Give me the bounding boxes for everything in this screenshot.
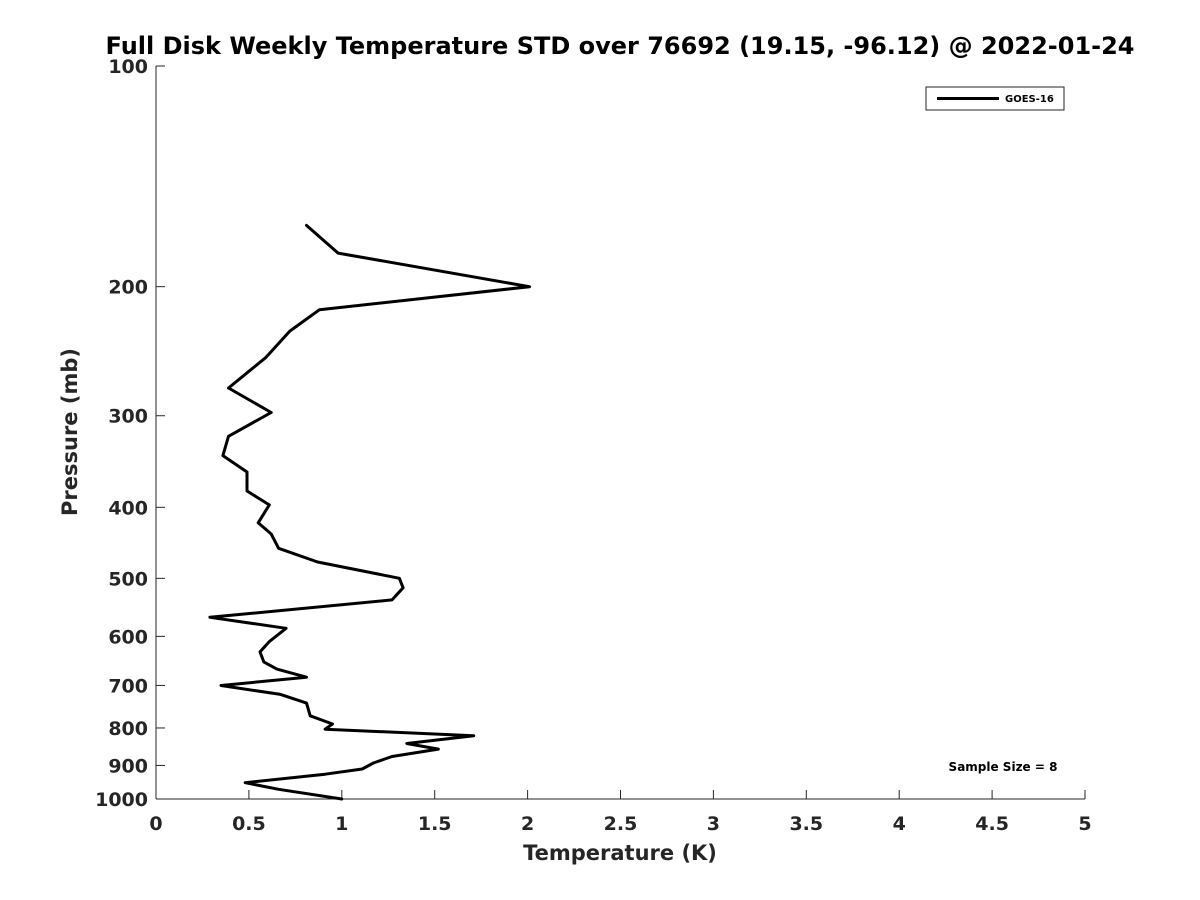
x-tick-label: 0 (149, 813, 162, 835)
x-tick-label: 5 (1078, 813, 1091, 835)
series-line-goes-16 (208, 223, 531, 801)
x-tick-label: 4 (893, 813, 906, 835)
chart-title: Full Disk Weekly Temperature STD over 76… (106, 32, 1135, 60)
y-tick-label: 200 (108, 277, 148, 299)
x-tick-label: 2 (521, 813, 534, 835)
legend: GOES-16 (925, 86, 1065, 111)
y-tick-label: 900 (108, 755, 148, 777)
x-tick-label: 2.5 (604, 813, 638, 835)
y-tick-label: 100 (108, 56, 148, 78)
x-tick-label: 3.5 (789, 813, 823, 835)
y-axis-label: Pressure (mb) (58, 348, 82, 516)
x-tick-label: 4.5 (975, 813, 1009, 835)
y-tick-label: 600 (108, 626, 148, 648)
x-tick-label: 1.5 (418, 813, 452, 835)
axes: 0 0.5 1 1.5 2 2.5 3 3.5 4 4.5 5 100 200 300 400 500 600 7… (95, 56, 1092, 835)
x-axis-label: Temperature (K) (523, 841, 717, 865)
legend-label-goes-16: GOES-16 (1005, 94, 1054, 105)
y-tick-label: 500 (108, 568, 148, 590)
sample-size-annotation: Sample Size = 8 (949, 760, 1058, 774)
x-tick-label: 1 (335, 813, 348, 835)
x-tick-label: 0.5 (232, 813, 266, 835)
y-tick-label: 700 (108, 675, 148, 697)
x-tick-label: 3 (707, 813, 720, 835)
y-tick-label: 800 (108, 718, 148, 740)
series-layer (208, 223, 531, 801)
y-tick-label: 300 (108, 406, 148, 428)
y-tick-label: 400 (108, 497, 148, 519)
y-tick-label: 1000 (95, 789, 148, 811)
